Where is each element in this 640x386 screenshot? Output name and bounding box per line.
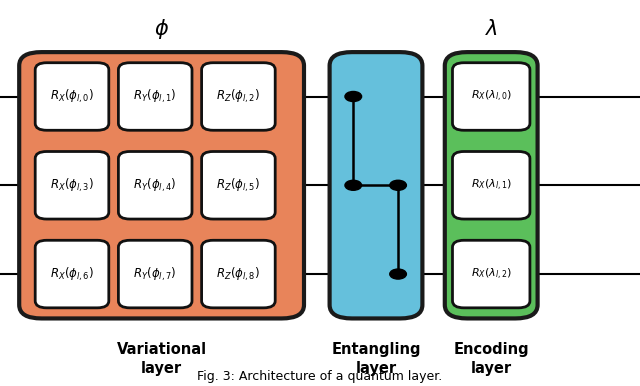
Text: $R_Z(\phi_{l,5})$: $R_Z(\phi_{l,5})$ bbox=[216, 177, 260, 194]
Text: $\lambda$: $\lambda$ bbox=[484, 19, 498, 39]
FancyBboxPatch shape bbox=[202, 63, 275, 130]
Text: $R_X(\lambda_{l,0})$: $R_X(\lambda_{l,0})$ bbox=[470, 89, 512, 104]
FancyBboxPatch shape bbox=[35, 152, 109, 219]
Text: $R_Z(\phi_{l,2})$: $R_Z(\phi_{l,2})$ bbox=[216, 88, 260, 105]
Text: Variational
layer: Variational layer bbox=[116, 342, 207, 376]
FancyBboxPatch shape bbox=[35, 63, 109, 130]
Circle shape bbox=[390, 269, 406, 279]
Text: $\phi$: $\phi$ bbox=[154, 17, 169, 41]
FancyBboxPatch shape bbox=[452, 240, 530, 308]
FancyBboxPatch shape bbox=[202, 152, 275, 219]
FancyBboxPatch shape bbox=[452, 152, 530, 219]
FancyBboxPatch shape bbox=[19, 52, 304, 318]
Text: $R_X(\phi_{l,3})$: $R_X(\phi_{l,3})$ bbox=[50, 177, 94, 194]
FancyBboxPatch shape bbox=[118, 152, 192, 219]
Text: $R_X(\phi_{l,0})$: $R_X(\phi_{l,0})$ bbox=[50, 88, 94, 105]
Text: $R_X(\lambda_{l,1})$: $R_X(\lambda_{l,1})$ bbox=[470, 178, 512, 193]
FancyBboxPatch shape bbox=[35, 240, 109, 308]
FancyBboxPatch shape bbox=[452, 63, 530, 130]
FancyBboxPatch shape bbox=[445, 52, 538, 318]
Text: $R_X(\lambda_{l,2})$: $R_X(\lambda_{l,2})$ bbox=[470, 266, 512, 282]
Text: $R_Y(\phi_{l,7})$: $R_Y(\phi_{l,7})$ bbox=[133, 266, 177, 283]
Circle shape bbox=[345, 180, 362, 190]
Text: Encoding
layer: Encoding layer bbox=[453, 342, 529, 376]
FancyBboxPatch shape bbox=[202, 240, 275, 308]
Circle shape bbox=[390, 180, 406, 190]
FancyBboxPatch shape bbox=[118, 63, 192, 130]
FancyBboxPatch shape bbox=[118, 240, 192, 308]
Text: $R_X(\phi_{l,6})$: $R_X(\phi_{l,6})$ bbox=[50, 266, 94, 283]
Text: Entangling
layer: Entangling layer bbox=[332, 342, 420, 376]
Text: Fig. 3: Architecture of a quantum layer.: Fig. 3: Architecture of a quantum layer. bbox=[197, 370, 443, 383]
FancyBboxPatch shape bbox=[330, 52, 422, 318]
Circle shape bbox=[345, 91, 362, 102]
Text: $R_Y(\phi_{l,4})$: $R_Y(\phi_{l,4})$ bbox=[133, 177, 177, 194]
Text: $R_Z(\phi_{l,8})$: $R_Z(\phi_{l,8})$ bbox=[216, 266, 260, 283]
Text: $R_Y(\phi_{l,1})$: $R_Y(\phi_{l,1})$ bbox=[133, 88, 177, 105]
